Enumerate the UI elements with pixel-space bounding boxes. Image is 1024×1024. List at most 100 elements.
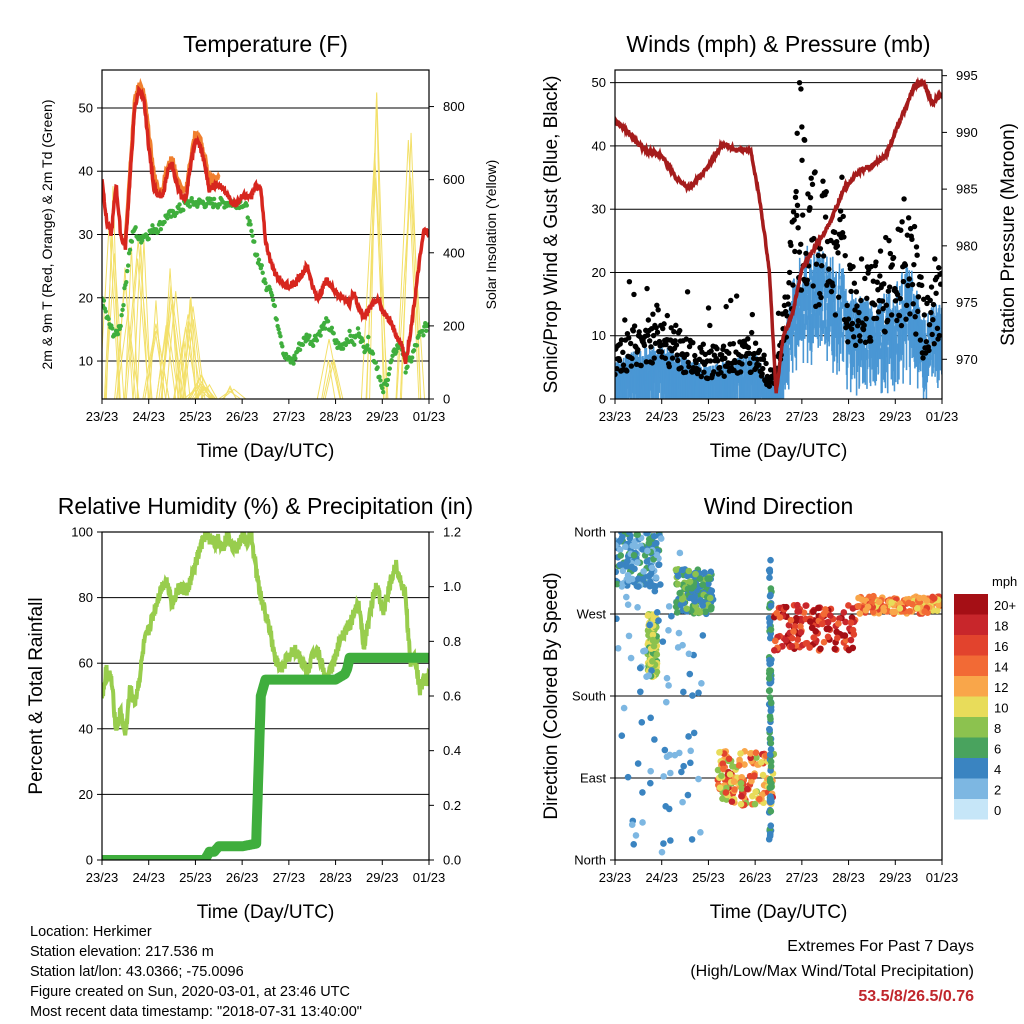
direction-point: [767, 795, 775, 803]
direction-point: [630, 841, 638, 848]
direction-point: [835, 620, 842, 627]
direction-point: [838, 632, 846, 639]
gust-point: [801, 136, 807, 143]
gust-point: [868, 338, 874, 344]
gust-point: [920, 355, 926, 361]
gust-point: [798, 86, 804, 92]
dewpoint-point: [162, 219, 167, 225]
dewpoint-point: [411, 348, 417, 353]
dewpoint-point: [389, 358, 394, 363]
dewpoint-point: [317, 329, 322, 334]
direction-point: [687, 759, 694, 767]
gust-point: [885, 288, 892, 294]
dewpoint-point: [189, 195, 194, 201]
dewpoint-point: [384, 382, 390, 388]
gust-point: [723, 303, 729, 310]
x-tick-label: 27/23: [786, 409, 819, 424]
gust-point: [873, 259, 879, 265]
gust-point: [615, 371, 618, 378]
direction-point: [649, 631, 657, 639]
gust-point: [839, 174, 845, 180]
direction-point: [756, 795, 763, 803]
gust-point: [830, 283, 836, 289]
gust-point: [842, 252, 848, 259]
gust-point: [820, 253, 827, 259]
dewpoint-point: [293, 356, 298, 361]
direction-point: [753, 754, 760, 761]
direction-point: [663, 674, 671, 682]
gust-point: [851, 334, 857, 340]
gust-point: [886, 284, 893, 290]
x-axis-label: Time (Day/UTC): [710, 441, 848, 462]
gust-point: [862, 275, 868, 282]
dewpoint-point: [323, 326, 328, 331]
direction-point: [738, 773, 746, 781]
gust-point: [788, 242, 794, 249]
dewpoint-point: [165, 216, 170, 221]
gust-point: [911, 223, 918, 230]
gust-point: [909, 236, 915, 242]
gust-point: [936, 265, 942, 271]
direction-point: [795, 608, 803, 615]
gust-point: [912, 314, 918, 320]
dewpoint-point: [129, 239, 135, 244]
x-tick-label: 01/23: [413, 409, 446, 424]
x-tick-label: 28/23: [832, 409, 865, 424]
y-tick-label-right: 985: [956, 182, 978, 197]
dewpoint-point: [187, 204, 193, 209]
data-layer: [615, 76, 942, 399]
precip-line: [102, 652, 429, 860]
gust-point: [929, 331, 935, 338]
direction-point: [658, 848, 666, 856]
dewpoint-point: [420, 328, 425, 334]
x-tick-label: 01/23: [926, 409, 959, 424]
direction-point: [624, 557, 631, 565]
gust-point: [714, 358, 721, 364]
gust-point: [628, 363, 635, 369]
gust-point: [905, 282, 911, 289]
y-tick-label: 30: [592, 202, 606, 217]
gust-point: [809, 181, 816, 188]
plot-frame: [614, 69, 943, 400]
gust-point: [832, 312, 839, 318]
direction-point: [624, 773, 632, 781]
x-tick-label: 25/23: [692, 870, 725, 885]
solar-spike: [324, 359, 344, 399]
legend-label: 20+: [994, 598, 1016, 613]
gust-point: [881, 281, 887, 287]
gust-point: [894, 291, 901, 298]
direction-point: [818, 620, 826, 628]
direction-point: [615, 568, 620, 576]
dewpoint-point: [386, 371, 392, 377]
gust-point: [812, 169, 818, 175]
x-tick-label: 26/23: [226, 870, 259, 885]
direction-point: [929, 593, 936, 601]
direction-point: [802, 602, 810, 609]
dewpoint-point: [263, 280, 268, 286]
dewpoint-point: [421, 333, 426, 338]
direction-point: [688, 584, 696, 592]
gust-point: [673, 322, 679, 329]
solar-spike: [180, 306, 206, 399]
direction-point: [820, 610, 828, 618]
gust-point: [799, 157, 805, 163]
direction-point: [647, 767, 654, 775]
direction-point: [737, 800, 745, 808]
chart-title: Temperature (F): [183, 31, 348, 57]
direction-point: [665, 627, 672, 634]
gust-point: [618, 337, 625, 343]
gust-point: [624, 368, 630, 374]
direction-point: [737, 779, 745, 787]
gust-point: [756, 362, 762, 368]
gust-point: [763, 360, 769, 367]
legend-label: 8: [994, 721, 1001, 736]
direction-point: [655, 561, 662, 569]
gust-point: [721, 373, 727, 379]
gust-point: [849, 320, 856, 327]
gust-point: [807, 204, 813, 211]
y-tick-label: 40: [79, 721, 93, 736]
pressure-line: [615, 76, 942, 394]
dewpoint-point: [394, 349, 399, 354]
gust-point: [784, 294, 791, 300]
chart-rh_precip: Relative Humidity (%) & Precipitation (i…: [26, 493, 473, 923]
